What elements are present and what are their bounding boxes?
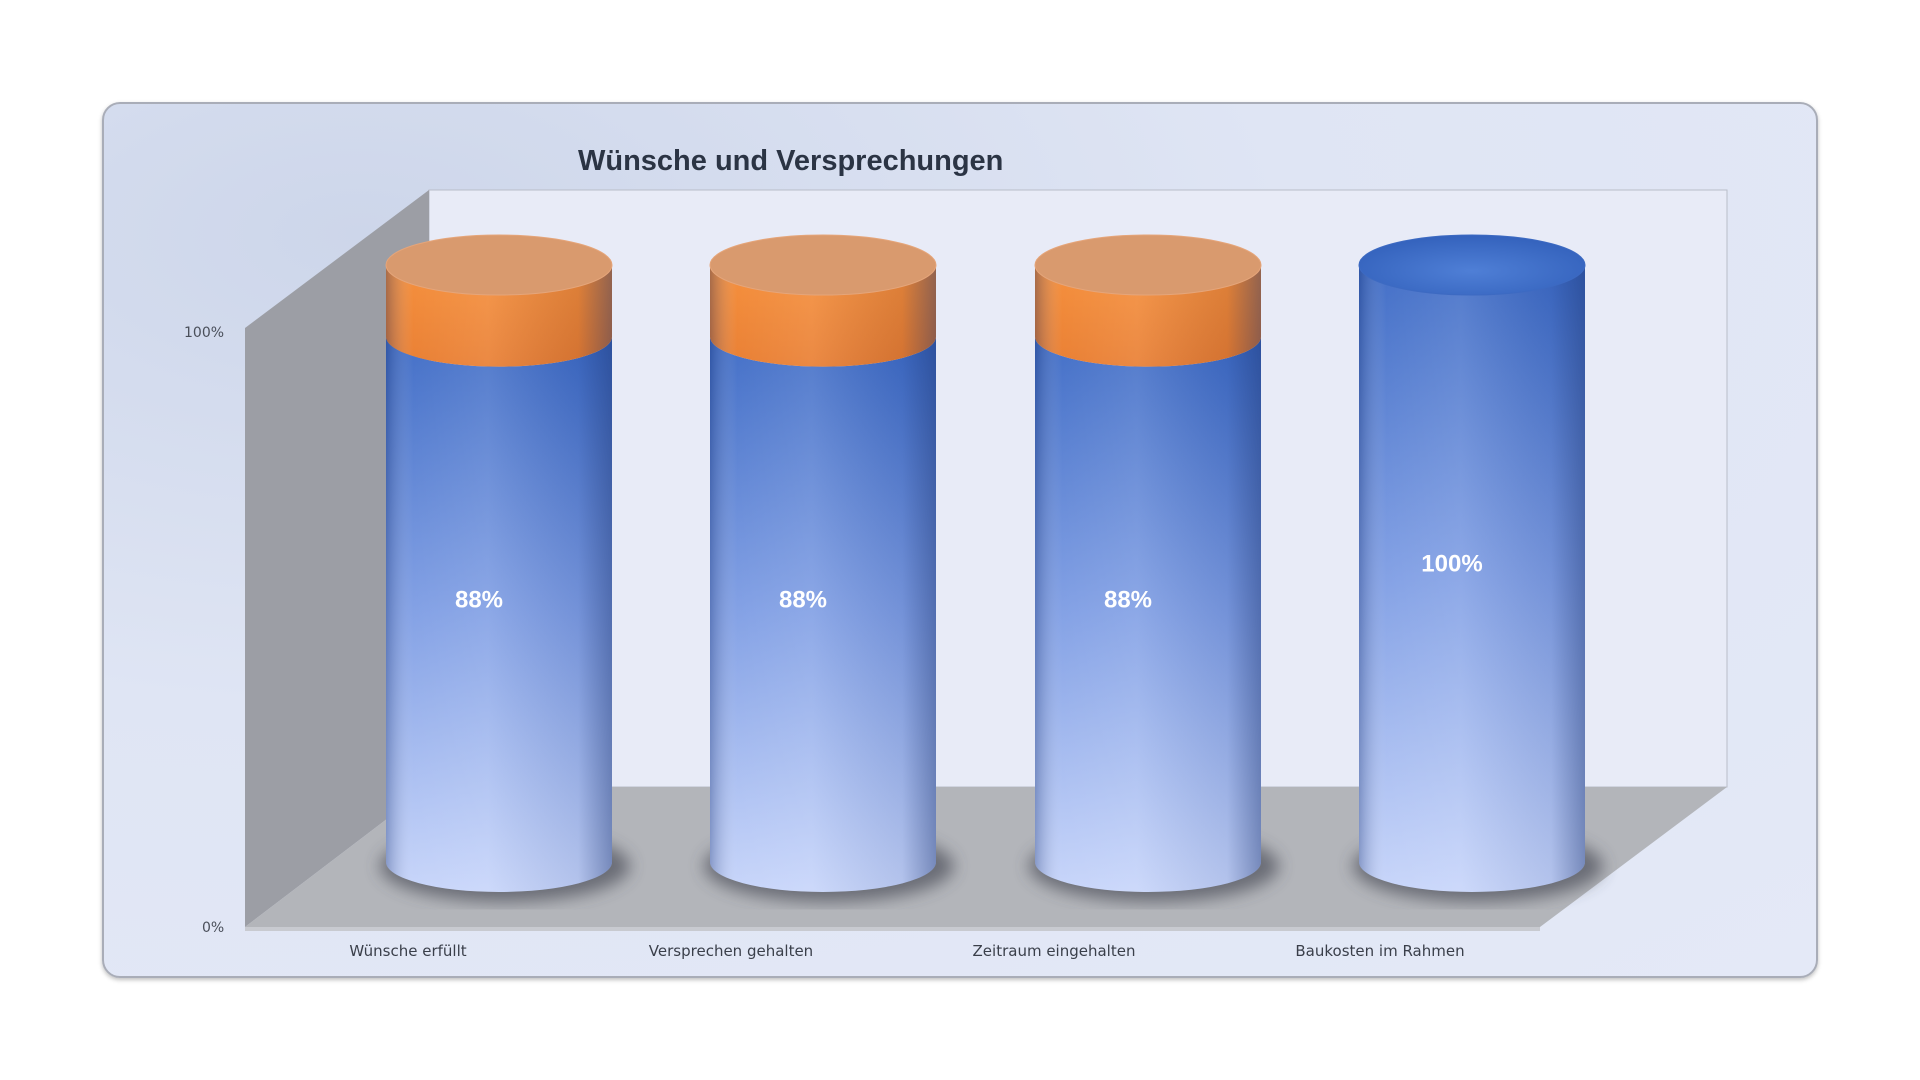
floor-edge bbox=[245, 927, 1540, 931]
floor bbox=[245, 787, 1727, 927]
bar-top-cap bbox=[709, 234, 937, 296]
data-label: 88% bbox=[779, 586, 827, 613]
bar-top-cap bbox=[385, 234, 613, 296]
x-tick-label: Wünsche erfüllt bbox=[349, 942, 466, 960]
side-wall bbox=[245, 190, 429, 927]
bar-top-cap bbox=[1358, 234, 1586, 296]
y-tick-label: 0% bbox=[202, 920, 224, 936]
bar-segment-blue-shading bbox=[1035, 336, 1261, 892]
bar-segment-blue-shading bbox=[710, 336, 936, 892]
bar-segment-orange-shading bbox=[386, 265, 612, 367]
y-tick-label: 100% bbox=[184, 325, 224, 341]
bar-segment-blue-shading bbox=[386, 336, 612, 892]
data-label: 88% bbox=[1104, 586, 1152, 613]
data-label: 100% bbox=[1421, 551, 1482, 578]
bar-segment-orange-shading bbox=[1035, 265, 1261, 367]
x-tick-label: Baukosten im Rahmen bbox=[1295, 942, 1464, 960]
bar-top-cap bbox=[1034, 234, 1262, 296]
data-label: 88% bbox=[455, 586, 503, 613]
bar-segment-blue-shading bbox=[1359, 265, 1585, 892]
chart-title: Wünsche und Versprechungen bbox=[578, 145, 1003, 177]
bar-segment-orange-shading bbox=[710, 265, 936, 367]
bars: 88% 88% 88% 100% bbox=[380, 234, 1603, 902]
x-tick-label: Versprechen gehalten bbox=[649, 942, 813, 960]
x-tick-label: Zeitraum eingehalten bbox=[973, 942, 1136, 960]
